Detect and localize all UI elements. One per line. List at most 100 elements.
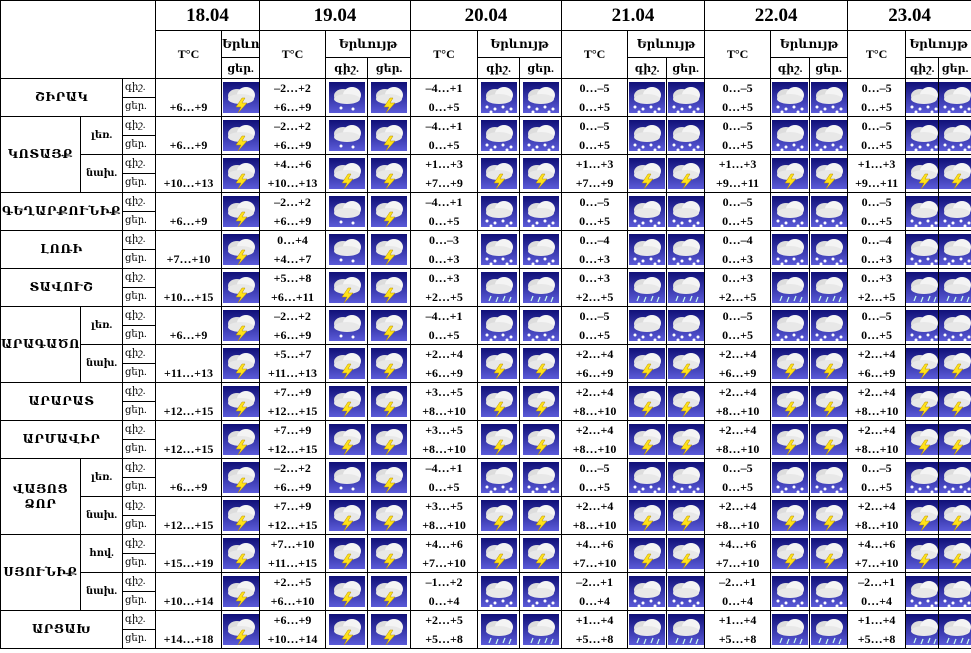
day-temp: +2…+5 (575, 289, 614, 304)
night-temp: +1…+3 (425, 157, 463, 171)
temp-cell: +7…+9 +12…+15 (259, 420, 327, 459)
weather-icon (480, 196, 517, 227)
icon-cell (477, 382, 521, 421)
night-temp: –2…+1 (576, 575, 613, 589)
day-label: ցեր. (125, 253, 147, 264)
icon-cell (809, 496, 849, 535)
weather-icon (328, 348, 365, 379)
weather-icon (222, 386, 259, 417)
icon-cell (809, 268, 849, 307)
icon-cell (905, 192, 940, 231)
night-temp: 0…+3 (428, 271, 460, 285)
weather-icon (810, 614, 847, 645)
temp-cell: +11…+13 (155, 344, 223, 383)
temp-cell: 0…–5 0…+5 (704, 78, 772, 117)
temp-cell: –4…+1 0…+5 (410, 116, 479, 155)
temp-stack: +3…+5 +8…+10 (412, 384, 477, 420)
night-temp: –2…+1 (858, 575, 895, 589)
weather-icon (772, 386, 809, 417)
region-row: ԱՐԱՐԱՏ գիշ. ցեր. +12…+15 +7…+9 +12…+15 +3…+5 +8… (0, 382, 971, 421)
day-temp: +8…+10 (422, 403, 466, 418)
region-name: ԼՈՌԻ (0, 230, 123, 269)
night-temp: 0…–5 (579, 461, 610, 475)
weather-icon (371, 196, 408, 227)
temp-stack: 0…–5 0…+5 (563, 460, 627, 496)
temp-stack: +1…+4 +5…+8 (849, 612, 905, 648)
icon-cell (905, 154, 940, 193)
temp-cell: 0…+3 +2…+5 (704, 268, 772, 307)
day-temp: +9…+11 (855, 175, 899, 190)
region-name: ԱՐՑԱԽ (0, 610, 123, 649)
day-label: ցեր. (125, 367, 147, 378)
night-temp: +2…+4 (857, 499, 896, 513)
temp-blank (157, 612, 221, 630)
day-temp: 0…+5 (579, 327, 610, 342)
temp-cell: +7…+10 +11…+15 (259, 534, 327, 573)
temp-cell: +2…+4 +6…+9 (561, 344, 629, 383)
temp-cell: +4…+6 +7…+10 (561, 534, 629, 573)
temp-blank (157, 156, 221, 174)
icon-cell (627, 78, 668, 117)
weather-icon (939, 538, 971, 569)
day-temp: +10…+13 (163, 175, 214, 190)
temp-cell: 0…–4 0…+3 (561, 230, 629, 269)
weather-icon (772, 614, 809, 645)
weather-icon (667, 462, 704, 493)
weather-icon (810, 348, 847, 379)
icon-cell (519, 610, 563, 649)
weather-icon (906, 424, 938, 455)
temp-cell: +6…+9 (155, 306, 223, 345)
temp-cell: +10…+15 (155, 268, 223, 307)
weather-icon (772, 424, 809, 455)
temp-stack: 0…–4 0…+3 (849, 232, 905, 268)
temp-stack: –2…+2 +6…+9 (261, 118, 325, 154)
temp-stack: –2…+1 0…+4 (706, 574, 770, 610)
weather-icon (772, 500, 809, 531)
icon-cell (905, 344, 940, 383)
icon-cell (627, 496, 668, 535)
night-temp: 0…–5 (722, 309, 753, 323)
temp-cell: 0…–5 0…+5 (704, 458, 772, 497)
night-temp: +7…+9 (273, 423, 312, 437)
date: 18.04 (155, 0, 261, 31)
icon-cell (367, 572, 412, 611)
night-temp: +2…+4 (718, 499, 757, 513)
temp-cell: +7…+10 (155, 230, 223, 269)
day-temp: +6…+9 (273, 479, 312, 494)
icon-cell (938, 534, 971, 573)
icon-cell (809, 458, 849, 497)
zone: լեռ. (80, 306, 123, 345)
icon-cell (325, 458, 369, 497)
weather-icon (906, 614, 938, 645)
temp-cell: 0…–5 0…+5 (561, 192, 629, 231)
day-temp: +2…+5 (425, 289, 463, 304)
weather-icon (328, 158, 365, 189)
night-label: գիշ. (123, 194, 155, 212)
night-label: գիշ. (123, 498, 155, 516)
day-temp: +7…+10 (854, 555, 899, 570)
temp-cell: 0…–5 0…+5 (847, 306, 907, 345)
temp-stack: 0…–5 0…+5 (849, 80, 905, 116)
icon-cell (938, 268, 971, 307)
icon-cell (627, 230, 668, 269)
day-temp: +5…+8 (857, 631, 896, 646)
icon-cell (519, 230, 563, 269)
temp-cell: +2…+5 +5…+8 (410, 610, 479, 649)
temp-cell: 0…–4 0…+3 (704, 230, 772, 269)
temp-stack: +2…+4 +6…+9 (706, 346, 770, 382)
weather-icon (629, 234, 666, 265)
icon-cell (221, 230, 261, 269)
region-row: ԿՈՏԱՅՔ լեռ. գիշ. ցեր. +6…+9 –2…+2 +6…+9 –4…+1 0…… (0, 116, 971, 193)
temp-cell: +12…+15 (155, 496, 223, 535)
weather-icon (371, 82, 408, 113)
icon-cell (221, 382, 261, 421)
icon-cell (477, 268, 521, 307)
period-stack: գիշ. ցեր. (123, 346, 155, 382)
temp-stack: +6…+9 (157, 118, 221, 154)
weather-icon (328, 424, 365, 455)
icon-cell (938, 382, 971, 421)
temp-stack: +6…+9 +10…+14 (261, 612, 325, 648)
weather-icon (371, 386, 408, 417)
weather-icon (667, 158, 704, 189)
weather-icon (222, 120, 259, 151)
